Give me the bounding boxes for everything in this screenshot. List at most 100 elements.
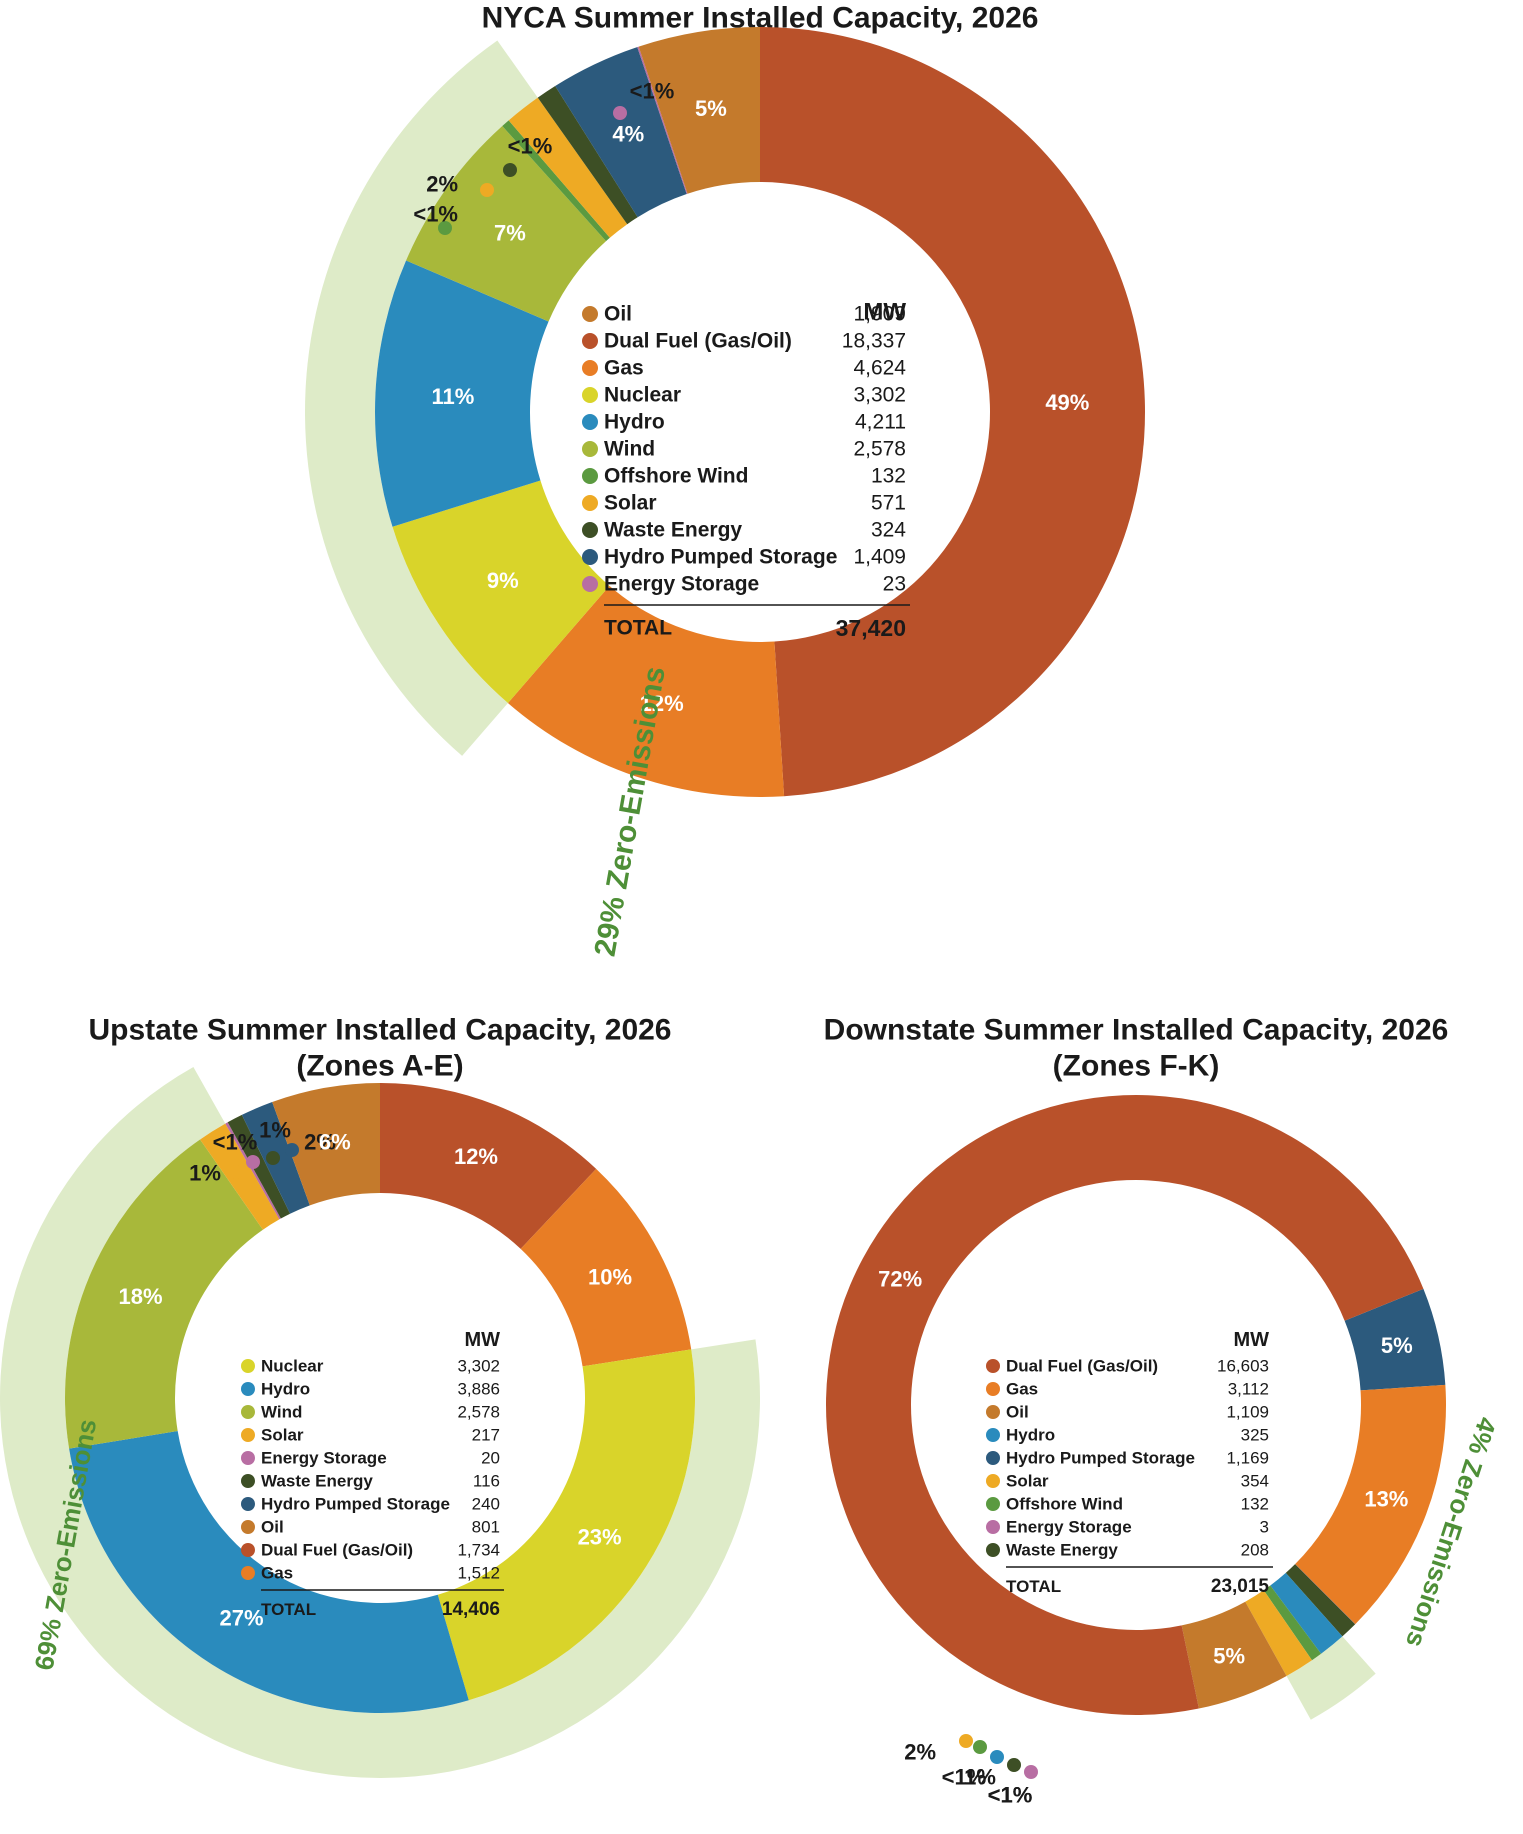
slice-label-gas: 10%: [588, 1264, 632, 1289]
legend-label-hydro-pumped-storage: Hydro Pumped Storage: [1006, 1449, 1195, 1468]
legend-value-wind: 2,578: [457, 1403, 500, 1422]
legend-label-dual-fuel-gas-oil: Dual Fuel (Gas/Oil): [261, 1541, 413, 1560]
slice-hydro: [69, 1430, 469, 1713]
slice-label-energy-storage: <1%: [213, 1130, 258, 1155]
legend-swatch-energy-storage: [582, 576, 598, 592]
legend-swatch-offshore-wind: [986, 1497, 1000, 1511]
callout-dot-offshore-wind: [438, 221, 452, 235]
legend-header: MW: [464, 1329, 500, 1351]
legend-swatch-hydro: [986, 1428, 1000, 1442]
legend-swatch-energy-storage: [241, 1451, 255, 1465]
slice-oil: [1181, 1601, 1287, 1709]
legend-value-energy-storage: 23: [883, 573, 906, 596]
slice-label-energy-storage: <1%: [630, 79, 675, 104]
legend-label-offshore-wind: Offshore Wind: [1006, 1495, 1123, 1514]
slice-label-waste-energy: <1%: [988, 1783, 1033, 1808]
slice-label-oil: 5%: [1213, 1643, 1245, 1668]
legend-swatch-oil: [582, 306, 598, 322]
legend-value-dual-fuel-gas-oil: 16,603: [1217, 1357, 1269, 1376]
slice-label-dual-fuel-gas-oil: 49%: [1045, 390, 1089, 415]
slice-offshore-wind: [502, 120, 610, 242]
legend-value-hydro: 4,211: [855, 411, 906, 434]
legend-label-waste-energy: Waste Energy: [1006, 1541, 1118, 1560]
legend-label-nuclear: Nuclear: [604, 384, 681, 407]
slice-oil: [272, 1083, 380, 1206]
legend-value-oil: 1,909: [853, 303, 906, 326]
slice-wind: [64, 1139, 263, 1449]
callout-dot-energy-storage: [246, 1155, 260, 1169]
legend-label-gas: Gas: [604, 357, 644, 380]
legend-label-nuclear: Nuclear: [261, 1357, 324, 1376]
callout-dot-waste-energy: [503, 163, 517, 177]
slice-label-gas: 12%: [640, 691, 684, 716]
slice-label-wind: 7%: [494, 221, 526, 246]
legend-value-oil: 1,109: [1226, 1403, 1269, 1422]
legend-label-solar: Solar: [261, 1426, 304, 1445]
slice-wind: [406, 125, 607, 322]
legend-swatch-hydro: [582, 414, 598, 430]
legend-label-hydro-pumped-storage: Hydro Pumped Storage: [604, 546, 837, 569]
legend-value-nuclear: 3,302: [853, 384, 906, 407]
legend-label-hydro: Hydro: [261, 1380, 310, 1399]
slice-label-oil: 5%: [695, 96, 727, 121]
legend-value-solar: 217: [472, 1426, 500, 1445]
nyca-chart: NYCA Summer Installed Capacity, 202649%1…: [304, 2, 1146, 959]
legend-label-gas: Gas: [1006, 1380, 1038, 1399]
legend-value-gas: 1,512: [457, 1564, 500, 1583]
legend-total-value: 37,420: [836, 615, 906, 641]
slice-energy-storage: [637, 46, 688, 194]
legend-label-waste-energy: Waste Energy: [261, 1472, 373, 1491]
slice-label-dual-fuel-gas-oil: 12%: [454, 1144, 498, 1169]
legend-swatch-gas: [241, 1566, 255, 1580]
legend-label-wind: Wind: [261, 1403, 302, 1422]
legend-total-label: TOTAL: [604, 616, 672, 639]
legend-label-energy-storage: Energy Storage: [1006, 1518, 1132, 1537]
legend-total-value: 23,015: [1211, 1576, 1270, 1597]
chart-title: Downstate Summer Installed Capacity, 202…: [824, 1014, 1449, 1047]
legend-label-wind: Wind: [604, 438, 655, 461]
callout-dot-solar: [959, 1734, 973, 1748]
legend-label-oil: Oil: [261, 1518, 284, 1537]
legend-value-energy-storage: 3: [1260, 1518, 1269, 1537]
legend-swatch-wind: [582, 441, 598, 457]
legend-value-solar: 571: [871, 492, 906, 515]
legend-total-label: TOTAL: [1006, 1577, 1061, 1596]
legend-swatch-gas: [986, 1382, 1000, 1396]
legend-value-wind: 2,578: [853, 438, 906, 461]
legend-label-solar: Solar: [1006, 1472, 1049, 1491]
slice-label-hydro: 27%: [219, 1606, 263, 1631]
slice-offshore-wind: [1263, 1585, 1322, 1661]
legend-value-nuclear: 3,302: [457, 1357, 500, 1376]
slice-waste-energy: [537, 86, 638, 225]
legend-value-solar: 354: [1241, 1472, 1269, 1491]
legend-label-solar: Solar: [604, 492, 657, 515]
legend-label-waste-energy: Waste Energy: [604, 519, 742, 542]
legend-value-dual-fuel-gas-oil: 18,337: [842, 330, 906, 353]
legend-swatch-nuclear: [582, 387, 598, 403]
callout-dot-waste-energy: [266, 1151, 280, 1165]
slice-hydro-pumped-storage: [555, 47, 687, 218]
slice-hydro: [1270, 1572, 1343, 1654]
slice-solar: [1245, 1590, 1312, 1676]
legend-value-gas: 3,112: [1228, 1380, 1269, 1399]
callout-dot-energy-storage: [1024, 1765, 1038, 1779]
legend-value-hydro: 325: [1241, 1426, 1269, 1445]
legend-value-dual-fuel-gas-oil: 1,734: [457, 1541, 500, 1560]
legend-value-hydro-pumped-storage: 1,409: [853, 546, 906, 569]
legend-label-oil: Oil: [604, 303, 632, 326]
legend-swatch-hydro: [241, 1382, 255, 1396]
legend-label-hydro: Hydro: [604, 411, 665, 434]
slice-waste-energy: [227, 1114, 291, 1219]
legend-swatch-solar: [986, 1474, 1000, 1488]
zero-emissions-band: [304, 40, 538, 756]
slice-dual-fuel-gas-oil: [380, 1083, 597, 1249]
slice-label-dual-fuel-gas-oil: 72%: [878, 1266, 922, 1291]
legend-header: MW: [863, 299, 906, 326]
slice-label-offshore-wind: <1%: [413, 202, 458, 227]
legend-value-waste-energy: 116: [473, 1472, 500, 1491]
legend-label-hydro-pumped-storage: Hydro Pumped Storage: [261, 1495, 450, 1514]
legend-swatch-energy-storage: [986, 1520, 1000, 1534]
slice-label-offshore-wind: <1%: [942, 1765, 987, 1790]
legend-value-offshore-wind: 132: [871, 465, 906, 488]
slice-label-solar: 2%: [426, 172, 458, 197]
